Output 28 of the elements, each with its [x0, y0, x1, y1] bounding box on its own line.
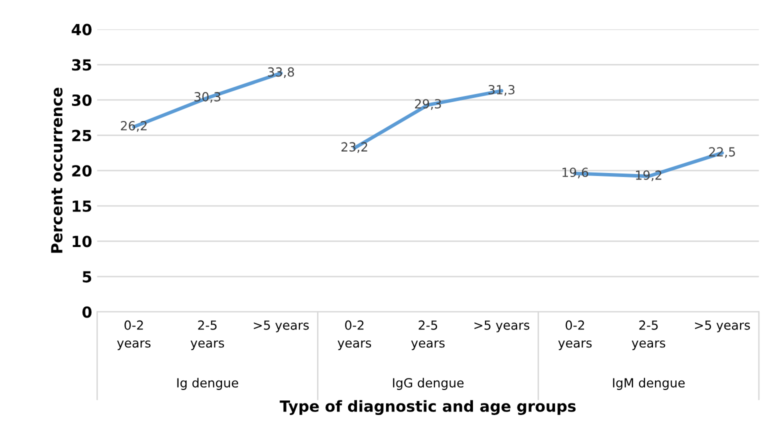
x-tick-label: 2-5 years [190, 320, 224, 350]
x-tick-label: 0-2 years [117, 320, 151, 350]
x-tick-label: 0-2 years [338, 320, 372, 350]
data-label: 31,3 [488, 84, 514, 96]
y-tick-label: 15 [72, 200, 92, 212]
data-label: 22,5 [709, 147, 735, 158]
y-tick-label: 0 [82, 306, 92, 318]
y-tick-label: 5 [82, 271, 92, 283]
data-label: 19,6 [562, 168, 588, 178]
text: IgM dengue [613, 378, 685, 390]
x-tick-label: >5 years [254, 320, 309, 332]
y-tick-label: 40 [72, 24, 92, 36]
data-label: 26,2 [120, 120, 147, 132]
x-tick-label: 2-5 years [632, 320, 666, 350]
x-tick-label: 2-5 years [411, 320, 445, 350]
y-axis-title: Percent occurrence [51, 88, 63, 253]
x-axis-title: Type of diagnostic and age groups [280, 400, 576, 415]
y-tick-label: 20 [72, 165, 92, 177]
y-tick-label: 25 [72, 130, 92, 142]
text: IgG dengue [393, 378, 464, 390]
x-tick-label: 0-2 years [558, 320, 592, 350]
x-tick-label: >5 years [474, 320, 530, 332]
data-label: 33,8 [268, 67, 294, 78]
y-tick-label: 10 [72, 236, 92, 248]
y-tick-label: 30 [72, 94, 92, 106]
text: Ig dengue [177, 378, 238, 390]
x-tick-label: >5 years [695, 320, 750, 332]
y-tick-label: 35 [72, 59, 92, 71]
